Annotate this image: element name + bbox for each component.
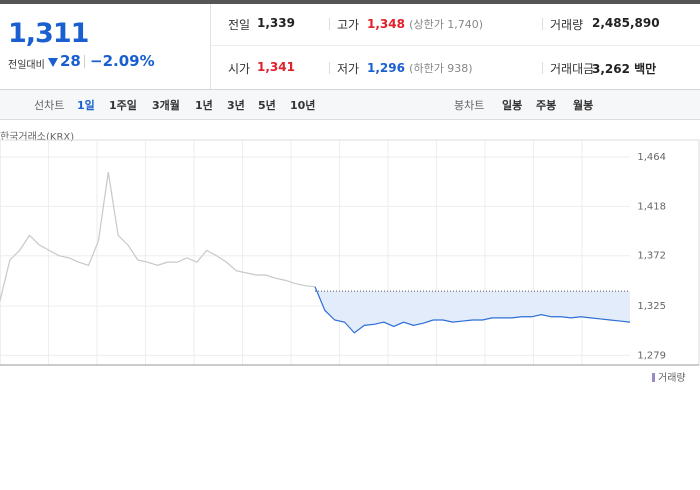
divider <box>210 4 211 90</box>
tab[interactable]: 일봉 <box>502 99 523 112</box>
tab[interactable]: 10년 <box>290 99 316 112</box>
change: 28 <box>60 52 81 70</box>
divider <box>542 62 543 74</box>
chart-title: 한국거래소(KRX) <box>0 131 74 143</box>
summary-value: 1,341 <box>257 60 295 74</box>
divider <box>329 62 330 74</box>
summary-value: 3,262 백만 <box>592 62 657 76</box>
summary-label: 고가 <box>337 18 360 32</box>
plot-area <box>0 139 700 366</box>
y-tick-label: 1,279 <box>637 350 666 361</box>
y-tick-label: 1,325 <box>637 301 666 312</box>
price: 1,311 <box>8 18 89 49</box>
change-label: 전일대비 <box>8 60 45 71</box>
summary-label: 거래대금 <box>550 62 595 76</box>
tab[interactable]: 3년 <box>227 99 245 112</box>
price-line <box>314 286 631 334</box>
summary-extra: (하한가 938) <box>409 62 473 75</box>
volume-label: 거래량 <box>658 372 686 384</box>
tab-bar <box>0 90 700 120</box>
tab[interactable]: 주봉 <box>536 99 557 112</box>
summary-value: 1,348 (상한가 1,740) <box>367 17 484 31</box>
summary-value: 1,339 <box>257 16 295 30</box>
down-arrow <box>48 58 58 67</box>
summary-value: 2,485,890 <box>592 16 660 30</box>
area-fill <box>315 286 630 333</box>
y-tick-label: 1,372 <box>637 251 666 262</box>
summary-value: 1,296 (하한가 938) <box>367 61 473 75</box>
y-tick-label: 1,464 <box>637 152 666 163</box>
tab[interactable]: 5년 <box>258 99 276 112</box>
summary-label: 저가 <box>337 62 360 76</box>
legend-swatch <box>652 373 655 382</box>
chart: 한국거래소(KRX) 거래량 1,279 1,325 1,372 1,418 1,464 <box>0 131 700 384</box>
divider <box>542 18 543 30</box>
y-tick-label: 1,418 <box>637 201 666 212</box>
top-bar <box>0 0 700 4</box>
tab[interactable]: 1주일 <box>109 99 137 112</box>
divider <box>211 45 700 46</box>
summary-label: 전일 <box>228 18 251 32</box>
summary-label: 시가 <box>228 62 251 76</box>
change-rate: −2.09% <box>90 52 155 70</box>
tab[interactable]: 1일 <box>77 99 95 112</box>
tab[interactable]: 월봉 <box>573 99 594 112</box>
summary-extra: (상한가 1,740) <box>409 18 484 31</box>
tab-group-label: 봉차트 <box>454 99 485 112</box>
tab[interactable]: 3개월 <box>152 99 180 112</box>
price-line <box>0 172 316 301</box>
divider <box>329 18 330 30</box>
divider <box>0 89 700 90</box>
summary-label: 거래량 <box>550 18 584 32</box>
tab-group-label: 선차트 <box>34 99 65 112</box>
tab[interactable]: 1년 <box>195 99 213 112</box>
divider <box>84 55 85 68</box>
